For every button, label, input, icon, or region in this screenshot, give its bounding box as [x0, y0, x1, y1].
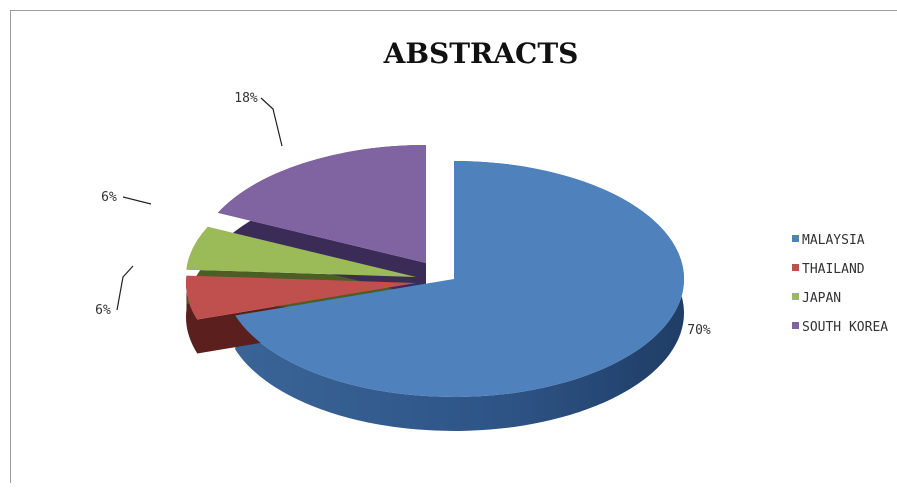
leader-line: [122, 196, 152, 205]
legend-swatch: [792, 293, 799, 300]
legend-label: JAPAN: [802, 291, 841, 306]
data-label: 6%: [95, 303, 111, 318]
legend-label: THAILAND: [802, 262, 865, 277]
slice-malaysia: [235, 161, 684, 397]
leader-line: [116, 265, 134, 311]
slice-thailand: [185, 275, 416, 320]
pie-chart: ABSTRACTS 70% 6% 6% 18% MALAYSIA THAILAND JAP…: [95, 37, 888, 431]
chart-title: ABSTRACTS: [383, 37, 579, 70]
pie-data-labels: 70% 6% 6% 18%: [95, 91, 711, 338]
chart-frame: ABSTRACTS 70% 6% 6% 18% MALAYSIA THAILAND JAP…: [10, 10, 897, 483]
legend-swatch: [792, 322, 799, 329]
leader-line: [260, 97, 283, 147]
data-label: 70%: [687, 323, 711, 338]
data-label: 18%: [234, 91, 258, 106]
legend: MALAYSIA THAILAND JAPAN SOUTH KOREA: [792, 233, 888, 335]
slice-south-korea: [217, 145, 426, 263]
legend-swatch: [792, 235, 799, 242]
slice-japan: [186, 226, 416, 277]
legend-label: MALAYSIA: [802, 233, 865, 248]
pie-slices: [185, 145, 684, 397]
legend-swatch: [792, 264, 799, 271]
legend-label: SOUTH KOREA: [802, 320, 888, 335]
data-label: 6%: [101, 190, 117, 205]
